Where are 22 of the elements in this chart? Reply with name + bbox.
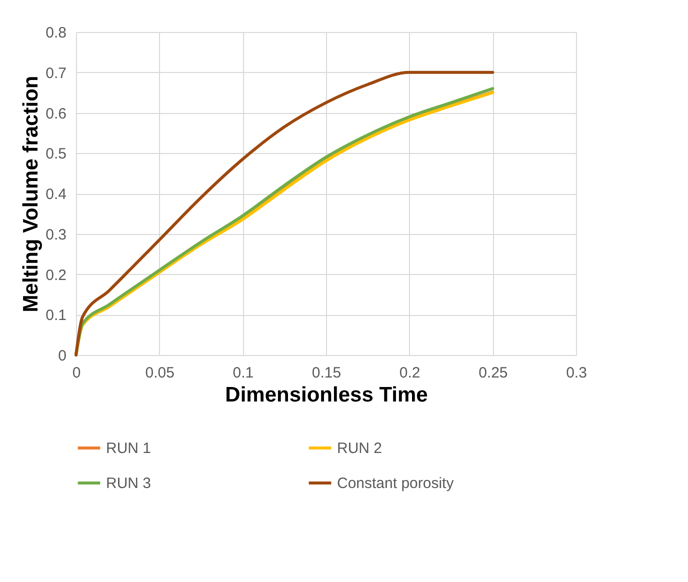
- y-tick-label: 0.5: [46, 146, 66, 163]
- x-tick-label: 0.25: [478, 364, 508, 382]
- y-tick-label: 0.3: [46, 226, 66, 244]
- x-tick-label: 0.1: [232, 364, 254, 382]
- x-tick-label: 0.3: [566, 364, 587, 382]
- y-axis-title: Melting Volume fraction: [20, 76, 43, 312]
- y-tick-label: 0.7: [46, 64, 66, 82]
- y-tick-label: 0: [58, 348, 66, 364]
- y-tick-label: 0.4: [46, 186, 66, 203]
- legend-label: RUN 2: [337, 440, 382, 457]
- x-tick-label: 0.05: [145, 364, 174, 382]
- x-tick-label: 0.2: [399, 364, 420, 382]
- y-tick-label: 0.2: [46, 266, 66, 284]
- y-tick-label: 0.1: [46, 307, 66, 324]
- y-tick-label: 0.6: [46, 105, 66, 122]
- legend-label: Constant porosity: [337, 475, 454, 492]
- x-tick-label: 0: [72, 364, 81, 382]
- y-tick-label: 0.8: [46, 24, 66, 42]
- x-tick-label: 0.15: [312, 364, 342, 382]
- legend-label: RUN 1: [106, 440, 152, 457]
- x-axis-title: Dimensionless Time: [225, 384, 428, 406]
- legend-label: RUN 3: [106, 475, 152, 492]
